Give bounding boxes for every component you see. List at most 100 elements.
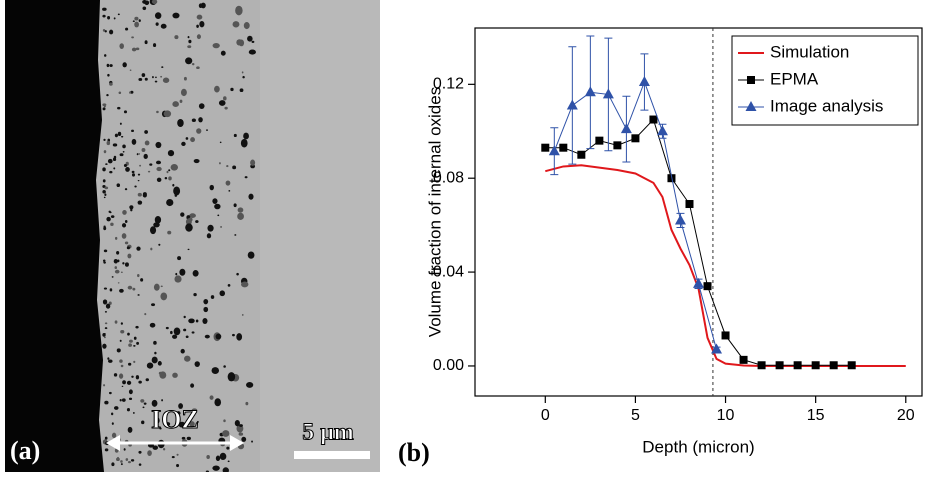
- pore: [114, 133, 119, 138]
- pore: [103, 225, 106, 228]
- pore: [113, 167, 116, 170]
- pore: [144, 130, 148, 134]
- pore: [122, 144, 126, 149]
- marker: [775, 361, 784, 370]
- pore: [102, 29, 106, 32]
- pore: [122, 209, 127, 215]
- pore: [133, 336, 137, 340]
- pore: [104, 54, 107, 57]
- pore: [153, 283, 160, 291]
- pore: [219, 141, 222, 144]
- pore: [155, 160, 162, 165]
- pore: [172, 183, 175, 187]
- pore: [188, 217, 193, 222]
- pore: [177, 118, 184, 127]
- x-tick-label: 10: [717, 407, 735, 424]
- pore: [242, 75, 245, 79]
- pore: [206, 233, 212, 239]
- pore: [154, 80, 158, 83]
- pore: [146, 362, 154, 369]
- pore: [136, 153, 139, 156]
- pore: [103, 287, 108, 290]
- pore: [234, 234, 237, 236]
- pore: [135, 47, 140, 51]
- pore: [102, 167, 106, 172]
- pore: [129, 339, 133, 343]
- pore: [138, 450, 142, 454]
- pore: [131, 170, 135, 174]
- pore: [174, 194, 178, 197]
- pore: [131, 375, 134, 378]
- pore: [111, 432, 117, 439]
- x-tick-label: 5: [631, 407, 640, 424]
- pore: [232, 333, 235, 337]
- pore: [187, 248, 190, 251]
- pore: [172, 372, 178, 378]
- pore: [116, 183, 121, 187]
- y-axis-label: Volume fraction of internal oxides: [425, 87, 444, 337]
- oxide-zone: [100, 0, 260, 472]
- pore: [223, 96, 227, 101]
- arrow-head: [230, 435, 244, 451]
- pore: [103, 226, 107, 231]
- pore: [176, 453, 179, 456]
- pore: [220, 50, 226, 56]
- pore: [220, 226, 223, 228]
- pore: [125, 458, 129, 461]
- legend-marker: [745, 101, 757, 111]
- x-tick-label: 20: [897, 407, 915, 424]
- pore: [132, 412, 135, 414]
- pore: [248, 193, 254, 200]
- pore: [134, 21, 139, 28]
- pore: [185, 335, 189, 339]
- marker: [829, 361, 838, 370]
- pore: [185, 223, 193, 232]
- pore: [117, 282, 120, 284]
- pore: [174, 275, 182, 283]
- pore: [104, 186, 109, 190]
- pore: [107, 357, 110, 360]
- pore: [142, 193, 147, 198]
- pore: [144, 77, 148, 81]
- pore: [245, 401, 249, 406]
- pore: [237, 212, 244, 221]
- pore: [130, 459, 135, 462]
- pore: [239, 424, 243, 428]
- pore: [105, 303, 111, 309]
- marker: [566, 99, 578, 110]
- pore: [251, 440, 253, 443]
- pore: [125, 27, 129, 31]
- marker: [631, 134, 640, 143]
- pore: [155, 141, 162, 149]
- pore: [141, 147, 146, 153]
- pore: [181, 141, 186, 146]
- pore: [215, 333, 222, 340]
- pore: [236, 39, 243, 46]
- pore: [165, 422, 171, 426]
- pore: [183, 328, 187, 332]
- pore: [138, 380, 142, 384]
- pore: [106, 140, 111, 146]
- pore: [177, 191, 180, 194]
- pore: [152, 43, 157, 48]
- pore: [185, 137, 189, 140]
- pore: [176, 411, 181, 416]
- micrograph: IOZ 5 μm (a): [5, 0, 380, 474]
- pore: [119, 43, 124, 49]
- pore: [244, 176, 248, 179]
- pore: [179, 99, 183, 103]
- pore: [121, 135, 124, 138]
- pore: [156, 177, 162, 182]
- pore: [102, 299, 108, 305]
- pore: [228, 190, 231, 192]
- pore: [121, 398, 126, 402]
- pore: [160, 23, 167, 29]
- series-line: [545, 118, 852, 366]
- pore: [114, 236, 118, 240]
- pore: [209, 395, 214, 400]
- pore: [111, 276, 114, 278]
- pore: [189, 421, 195, 427]
- pore: [156, 110, 159, 114]
- marker: [721, 331, 730, 340]
- pore: [125, 166, 130, 172]
